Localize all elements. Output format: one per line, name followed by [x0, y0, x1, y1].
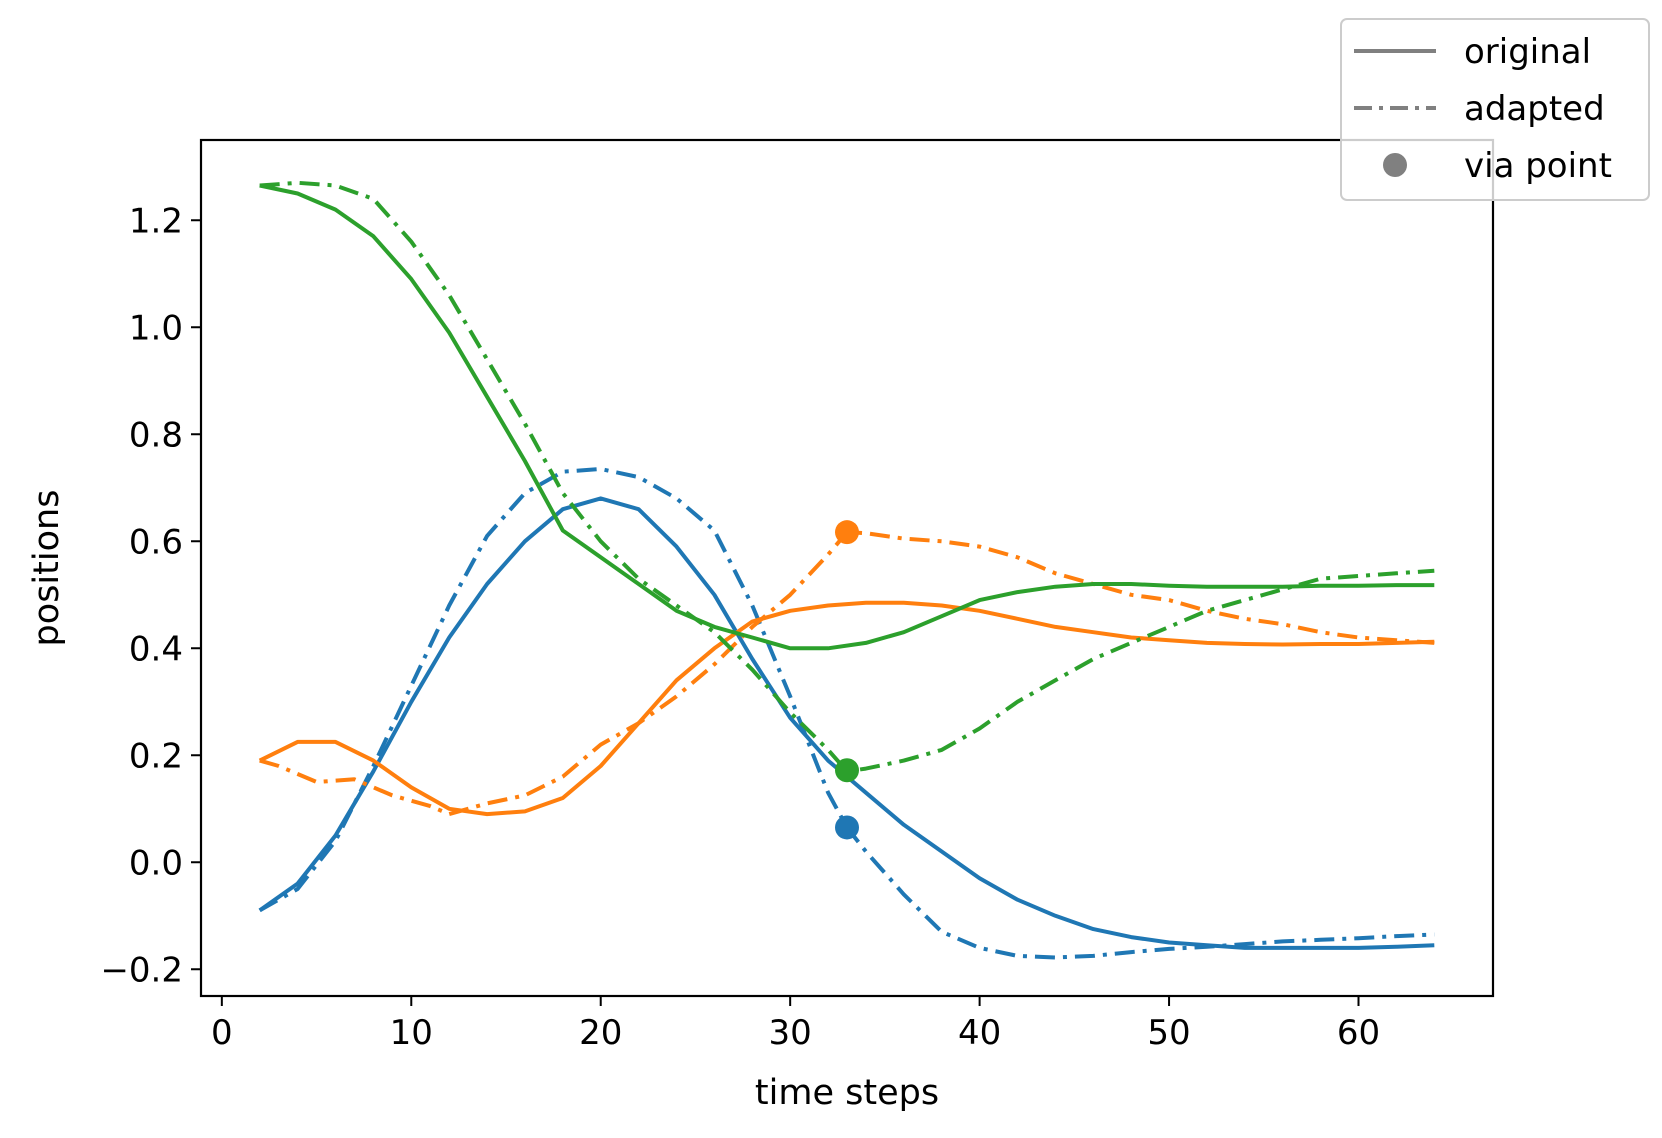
x-tick-label: 10	[390, 1013, 433, 1053]
y-tick-label: 0.8	[129, 415, 183, 455]
legend-label-via-point: via point	[1464, 146, 1612, 186]
y-tick-label: 0.4	[129, 629, 183, 669]
x-tick-label: 0	[211, 1013, 233, 1053]
orange-via-point	[835, 520, 859, 545]
green-original-line	[259, 183, 1435, 651]
x-tick-label: 20	[579, 1013, 622, 1053]
y-tick-label: −0.2	[100, 950, 183, 990]
y-axis: −0.2 0.0 0.2 0.4 0.6 0.8 1.0 1.2	[100, 201, 201, 990]
legend: original adapted via point	[1340, 18, 1650, 201]
y-tick-label: 1.2	[129, 201, 183, 241]
legend-label-adapted: adapted	[1464, 89, 1605, 129]
orange-adapted-line	[259, 530, 1435, 817]
y-axis-title: positions	[27, 490, 67, 647]
green-adapted-line	[259, 180, 1435, 774]
legend-label-original: original	[1464, 32, 1591, 72]
y-tick-label: 0.2	[129, 736, 183, 776]
plot-frame	[199, 138, 1495, 998]
via-points-layer	[835, 520, 859, 840]
x-axis: 0 10 20 30 40 50 60	[211, 996, 1380, 1053]
y-tick-label: 0.6	[129, 522, 183, 562]
blue-via-point	[835, 815, 859, 840]
y-tick-label: 0.0	[129, 843, 183, 883]
y-tick-label: 1.0	[129, 308, 183, 348]
green-via-point	[835, 758, 859, 783]
x-tick-label: 60	[1337, 1013, 1380, 1053]
legend-frame	[1340, 18, 1650, 201]
x-axis-title: time steps	[755, 1073, 939, 1113]
x-tick-label: 50	[1147, 1013, 1190, 1053]
x-tick-label: 40	[958, 1013, 1001, 1053]
x-tick-label: 30	[769, 1013, 812, 1053]
orange-original-line	[258, 600, 1435, 817]
legend-swatch-via-point	[1383, 153, 1407, 177]
